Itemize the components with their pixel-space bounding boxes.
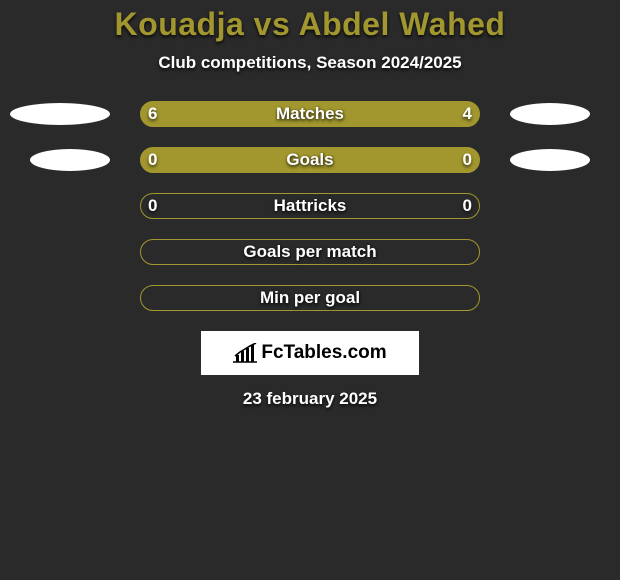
stat-bar	[140, 147, 480, 173]
stat-bar	[140, 101, 480, 127]
logo-box: FcTables.com	[201, 331, 419, 375]
stat-rows: Matches64 Goals00 Hattricks00 Goals per mat…	[0, 101, 620, 311]
logo: FcTables.com	[233, 342, 386, 364]
player2-ellipse	[510, 149, 590, 171]
player1-ellipse	[10, 103, 110, 125]
stat-row: Hattricks00	[0, 193, 620, 219]
stat-row: Min per goal	[0, 285, 620, 311]
comparison-infographic: Kouadja vs Abdel Wahed Club competitions…	[0, 0, 620, 580]
stat-row: Goals per match	[0, 239, 620, 265]
player1-ellipse	[30, 149, 110, 171]
player2-ellipse	[510, 103, 590, 125]
stat-row: Goals00	[0, 147, 620, 173]
bar-chart-icon	[233, 343, 257, 363]
stat-row: Matches64	[0, 101, 620, 127]
page-title: Kouadja vs Abdel Wahed	[0, 6, 620, 43]
logo-text: FcTables.com	[261, 342, 386, 364]
date-label: 23 february 2025	[0, 389, 620, 409]
stat-bar	[140, 193, 480, 219]
subtitle: Club competitions, Season 2024/2025	[0, 53, 620, 73]
stat-bar	[140, 239, 480, 265]
stat-bar	[140, 285, 480, 311]
